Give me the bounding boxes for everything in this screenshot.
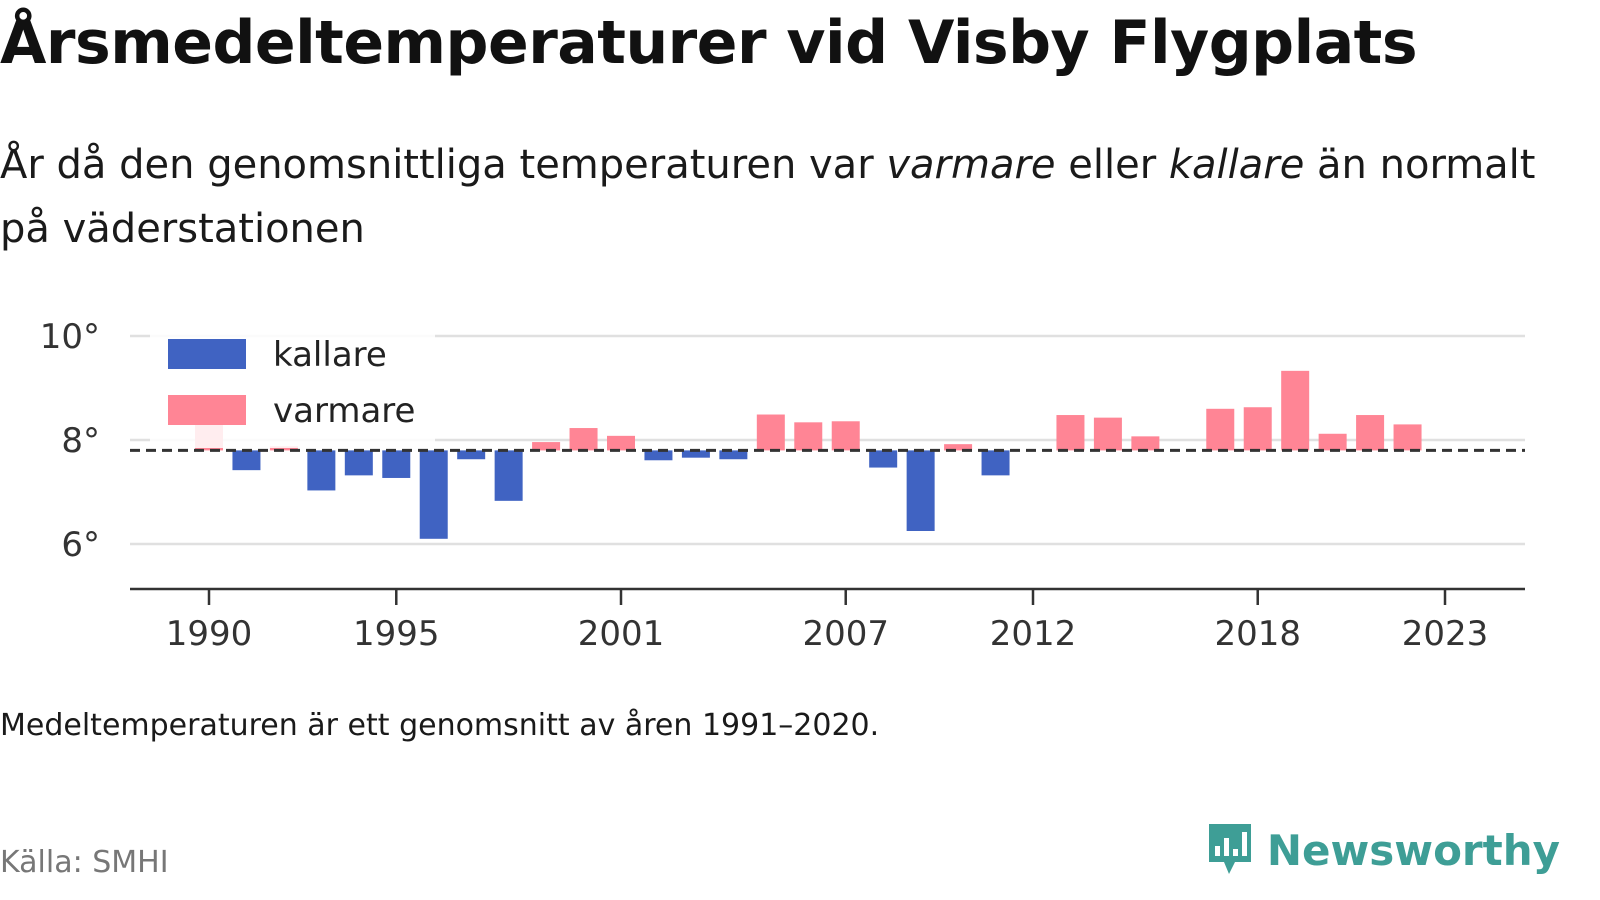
bar-cold: [494, 450, 523, 501]
y-tick-label: 8°: [61, 421, 100, 461]
legend-label-warm: varmare: [273, 391, 415, 431]
bar-warm: [794, 422, 823, 451]
bar-cold: [981, 450, 1010, 476]
bar-chart: 6° 8° 10° 1990 1995 2001 2007 2012 2018 2023 kal…: [40, 317, 1525, 654]
bar-warm: [756, 414, 785, 451]
bar-warm: [1281, 370, 1310, 451]
bar-warm: [1318, 433, 1347, 451]
subtitle-cold-word: kallare: [1168, 142, 1305, 188]
bar-cold: [644, 450, 673, 461]
newsworthy-logo-icon: [1208, 824, 1251, 874]
y-tick-label: 6°: [61, 525, 100, 565]
subtitle-part1: År då den genomsnittliga temperaturen va…: [0, 142, 887, 188]
subtitle-part2: eller: [1055, 142, 1169, 188]
footnote: Medeltemperaturen är ett genomsnitt av å…: [0, 708, 880, 743]
x-axis-ticks: 1990 1995 2001 2007 2012 2018 2023: [166, 589, 1489, 654]
legend-swatch-warm: [168, 395, 246, 425]
x-tick-label: 2023: [1402, 614, 1489, 654]
bar-cold: [419, 450, 448, 539]
subtitle-warm-word: varmare: [886, 142, 1056, 188]
y-tick-label: 10°: [40, 317, 100, 357]
x-tick-label: 2001: [578, 614, 665, 654]
chart-subtitle: År då den genomsnittliga temperaturen va…: [0, 133, 1560, 261]
legend: kallare varmare: [150, 327, 435, 448]
bar-warm: [607, 435, 635, 451]
subtitle-part3: än normalt på väderstationen: [0, 142, 1536, 252]
x-tick-label: 2012: [990, 614, 1077, 654]
bar-warm: [1393, 424, 1422, 451]
legend-swatch-cold: [168, 339, 246, 369]
source-label: Källa: SMHI: [0, 845, 169, 880]
bar-warm: [1056, 415, 1085, 451]
bar-warm: [532, 442, 561, 451]
brand-name: Newsworthy: [1266, 825, 1560, 875]
bar-warm: [569, 428, 598, 451]
x-tick-label: 1990: [166, 614, 253, 654]
bar-warm: [1093, 417, 1122, 451]
bar-cold: [382, 450, 411, 478]
legend-label-cold: kallare: [273, 335, 387, 375]
bar-warm: [831, 421, 860, 451]
bar-warm: [1356, 415, 1385, 451]
bar-cold: [719, 450, 748, 460]
x-tick-label: 2018: [1214, 614, 1301, 654]
bar-cold: [906, 450, 935, 531]
bar-warm: [269, 446, 298, 451]
bar-cold: [344, 450, 373, 476]
bar-warm: [944, 444, 973, 451]
chart-title: Årsmedeltemperaturer vid Visby Flygplats: [0, 8, 1418, 78]
bar-warm: [1206, 408, 1235, 451]
x-tick-label: 2007: [802, 614, 889, 654]
y-axis-ticks: 6° 8° 10°: [40, 317, 100, 565]
bar-warm: [1243, 407, 1272, 451]
brand: Newsworthy: [1205, 822, 1560, 878]
bar-cold: [869, 450, 898, 468]
bar-cold: [232, 450, 261, 471]
bar-cold: [457, 450, 486, 460]
bar-warm: [1131, 436, 1160, 451]
bar-cold: [681, 450, 710, 458]
bar-cold: [307, 450, 336, 491]
x-tick-label: 1995: [353, 614, 440, 654]
